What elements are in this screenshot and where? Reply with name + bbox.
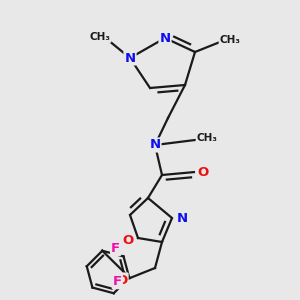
Text: CH₃: CH₃	[220, 35, 241, 45]
Text: N: N	[124, 52, 136, 64]
Text: O: O	[122, 233, 134, 247]
Text: F: F	[113, 275, 122, 288]
Text: CH₃: CH₃	[89, 32, 110, 42]
Text: N: N	[149, 139, 161, 152]
Text: O: O	[197, 166, 208, 178]
Text: N: N	[176, 212, 188, 224]
Text: F: F	[111, 242, 120, 255]
Text: N: N	[159, 32, 171, 44]
Text: CH₃: CH₃	[196, 133, 218, 143]
Text: O: O	[116, 274, 128, 286]
